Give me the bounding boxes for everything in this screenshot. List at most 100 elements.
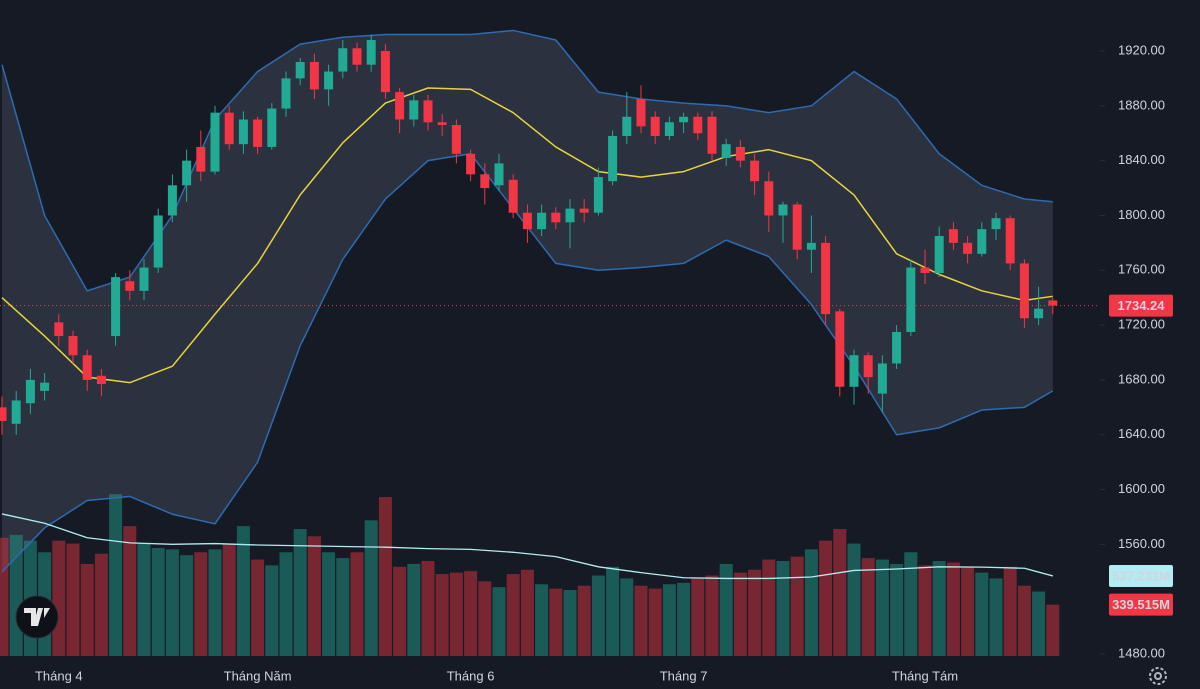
volume-bar — [833, 529, 847, 656]
volume-bar — [577, 585, 591, 656]
candle-body — [906, 267, 916, 332]
candle-body — [224, 112, 234, 145]
volume-bar — [591, 575, 605, 656]
volume-bar — [435, 574, 449, 656]
candle-body — [25, 379, 35, 404]
candle-body — [863, 355, 873, 378]
plot-area — [0, 29, 1100, 656]
candle-body — [68, 336, 78, 356]
candle-body — [707, 116, 717, 154]
volume-bar — [236, 526, 250, 656]
volume-bar — [364, 520, 378, 656]
candle-body — [579, 208, 589, 213]
candle-body — [238, 119, 248, 145]
candle-body — [948, 229, 958, 243]
candle-body — [1005, 218, 1015, 264]
candle-body — [963, 242, 973, 254]
volume-bar — [691, 578, 705, 656]
volume-bar — [66, 543, 80, 656]
volume-bar — [733, 572, 747, 656]
candle-body — [125, 281, 135, 291]
candle-body — [281, 78, 291, 109]
candle-body — [196, 146, 206, 172]
candle-body — [309, 61, 319, 90]
candle-body — [764, 181, 774, 216]
y-tick-label: 1920.00 — [1118, 42, 1165, 57]
volume-bar — [648, 588, 662, 656]
candle-body — [792, 204, 802, 250]
volume-bar — [222, 543, 236, 656]
volume-bar — [520, 569, 534, 656]
candle-body — [437, 122, 447, 126]
volume-bar — [265, 565, 279, 656]
volume-bar — [407, 563, 421, 656]
x-tick-label: Tháng Năm — [224, 668, 292, 683]
candle-body — [821, 242, 831, 315]
volume-bar — [52, 540, 66, 656]
x-tick-label: Tháng 7 — [660, 668, 708, 683]
candle-body — [934, 236, 944, 274]
band-lower — [1, 153, 1054, 573]
candle-body — [977, 229, 987, 254]
last-price-badge-bg — [1109, 294, 1173, 317]
band-fill — [2, 30, 1053, 572]
volume-bar — [165, 549, 179, 656]
volume-bar — [194, 552, 208, 656]
volume-bar — [350, 552, 364, 656]
candle-body — [182, 160, 192, 186]
candle-body — [593, 177, 603, 213]
candle-body — [693, 116, 703, 134]
volume-bar — [180, 555, 194, 656]
candle-body — [167, 185, 177, 216]
candle-body — [295, 61, 305, 79]
volume-bar — [762, 559, 776, 656]
candle-body — [636, 98, 646, 127]
settings-icon[interactable] — [1149, 667, 1167, 685]
volume-bar — [322, 552, 336, 656]
candle-body — [366, 40, 376, 65]
volume-bar — [535, 584, 549, 656]
candle-body — [721, 144, 731, 158]
volume-bar — [0, 537, 9, 656]
candle-body — [522, 212, 532, 230]
candle-body — [537, 212, 547, 230]
y-tick-label: 1640.00 — [1118, 426, 1165, 441]
volume-ma-badge: 537.231M — [1112, 568, 1170, 583]
volume-bar — [662, 584, 676, 656]
volume-bar — [961, 566, 975, 656]
candle-body — [1034, 308, 1044, 319]
candle-body — [40, 382, 50, 391]
volume-bar — [1046, 604, 1060, 656]
volume-bar — [336, 558, 350, 656]
candle-body — [494, 163, 504, 186]
volume-ma-badge-bg — [1109, 564, 1173, 587]
candle-body — [253, 119, 263, 147]
volume-bar — [705, 575, 719, 656]
candle-body — [82, 355, 92, 380]
last-price-badge: 1734.24 — [1118, 298, 1166, 313]
volume-bar — [137, 543, 151, 656]
volume-bar — [549, 588, 563, 656]
volume-bar — [1017, 585, 1031, 656]
volume-bar — [1032, 591, 1046, 656]
candle-body — [352, 48, 362, 65]
volume-bar — [946, 562, 960, 656]
candle-body — [877, 363, 887, 394]
volume-bar — [932, 561, 946, 656]
candle-body — [1048, 300, 1058, 306]
volume-bar — [748, 569, 762, 656]
volume-bar — [875, 559, 889, 656]
volume-bar — [1003, 566, 1017, 656]
volume-bar — [393, 566, 407, 656]
candle-body — [735, 146, 745, 161]
candle-body — [139, 267, 149, 291]
volume-bar — [606, 566, 620, 656]
last-volume-badge: 339.515M — [1112, 597, 1170, 612]
candle-body — [466, 153, 476, 175]
logo — [15, 595, 59, 639]
candle-body — [551, 212, 561, 223]
y-tick-label: 1560.00 — [1118, 536, 1165, 551]
volume-bar — [109, 494, 123, 656]
